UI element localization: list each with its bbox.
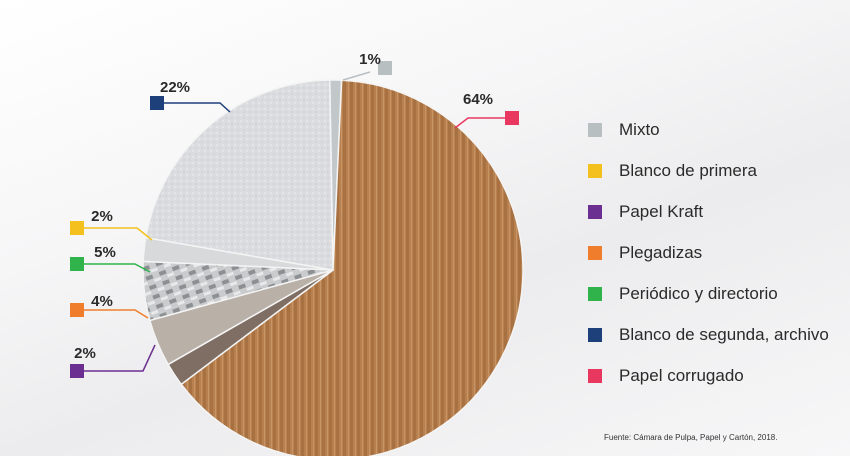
legend-swatch (588, 123, 602, 137)
legend-label: Plegadizas (619, 243, 703, 262)
legend-label: Papel Kraft (619, 202, 704, 221)
callout-swatch-blanco-de-primera (70, 221, 84, 235)
pie-slice-blanco-de-segunda-archivo (144, 79, 334, 271)
callout-line-papel-kraft (84, 344, 156, 372)
data-label-mixto: 1% (359, 51, 381, 68)
legend-swatch (588, 205, 602, 219)
callout-line-plegadizas (84, 309, 149, 319)
legend-label: Periódico y directorio (619, 284, 778, 303)
pie-slice-papel-corrugado (180, 79, 524, 456)
data-label-blanco-de-primera: 2% (91, 208, 113, 225)
callout-swatch-mixto (378, 61, 392, 75)
data-label-papel-kraft: 2% (74, 345, 96, 362)
callout-swatch-plegadizas (70, 303, 84, 317)
callout-line-mixto (342, 71, 371, 81)
data-label-blanco-de-segunda-archivo: 22% (160, 79, 190, 96)
callout-line-papel-corrugado (454, 117, 505, 129)
legend-label: Blanco de primera (619, 161, 757, 180)
callout-line-periodico-y-directorio (84, 263, 151, 273)
legend-swatch (588, 328, 602, 342)
source-note: Fuente: Cámara de Pulpa, Papel y Cartón,… (604, 433, 778, 442)
legend-label: Papel corrugado (619, 366, 744, 385)
callout-swatch-papel-corrugado (505, 111, 519, 125)
data-label-plegadizas: 4% (91, 293, 113, 310)
callout-line-blanco-de-primera (84, 227, 153, 241)
data-label-papel-corrugado: 64% (463, 91, 493, 108)
callout-swatch-periodico-y-directorio (70, 257, 84, 271)
data-label-periodico-y-directorio: 5% (94, 244, 116, 261)
callout-line-blanco-de-segunda-archivo (164, 102, 231, 113)
callout-swatch-blanco-de-segunda-archivo (150, 96, 164, 110)
legend-swatch (588, 287, 602, 301)
legend-label: Mixto (619, 120, 660, 139)
legend-swatch (588, 164, 602, 178)
legend-label: Blanco de segunda, archivo (619, 325, 829, 344)
legend-swatch (588, 246, 602, 260)
legend-swatch (588, 369, 602, 383)
callout-swatch-papel-kraft (70, 364, 84, 378)
